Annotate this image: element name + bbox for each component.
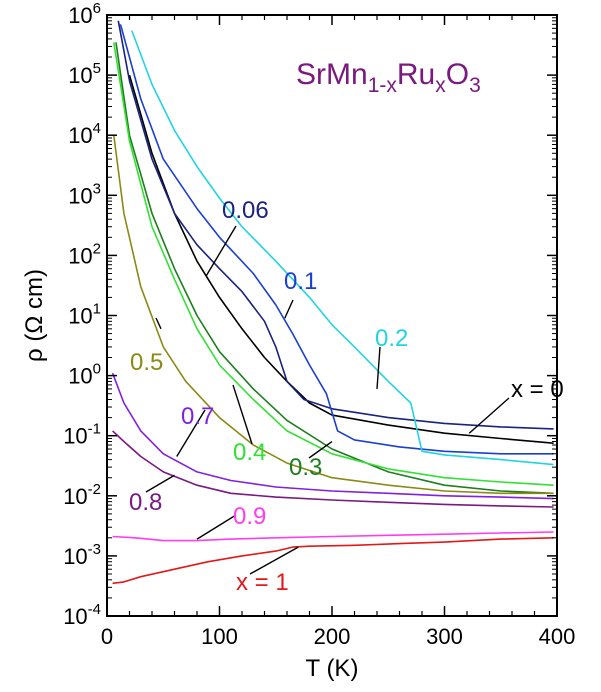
annotation-label-1: 0.1: [284, 268, 317, 295]
annotation-label-3: x = 0: [511, 376, 564, 403]
y-tick-label: 103: [68, 180, 101, 208]
annotation-leader-6: [155, 317, 162, 330]
series-line-0: [128, 74, 554, 444]
annotation-label-7: 0.7: [181, 403, 214, 430]
annotation-label-10: x = 1: [236, 569, 289, 596]
annotation-leader-2: [376, 346, 381, 389]
annotation-leader-4: [308, 440, 333, 459]
annotation-leader-7: [176, 409, 206, 457]
annotation-leader-5: [232, 384, 253, 445]
annotation-leader-9: [196, 514, 237, 540]
y-tick-label: 105: [68, 60, 101, 88]
y-tick-label: 104: [68, 120, 101, 148]
annotation-label-9: 0.9: [233, 503, 266, 530]
series-line-3: [131, 30, 554, 466]
annotation-leader-3: [468, 397, 510, 434]
annotation-leader-0: [205, 225, 237, 277]
annotation-label-5: 0.4: [233, 439, 266, 466]
series-line-10: [112, 537, 554, 585]
annotation-layer: 0.06 0.1 0.2 x = 0 0.3 0.4 0.5 0.7 0.8 0.9 x = 1: [129, 197, 564, 596]
x-tick-label: 200: [314, 624, 351, 649]
annotation-label-4: 0.3: [289, 454, 322, 481]
annotation-label-8: 0.8: [129, 489, 162, 516]
x-tick-label: 400: [539, 624, 576, 649]
plot-frame: [106, 14, 558, 617]
series-layer: [111, 20, 554, 585]
y-tick-label: 10-3: [63, 541, 101, 569]
x-tick-label: 300: [426, 624, 463, 649]
annotation-leader-1: [284, 299, 294, 319]
series-line-7: [111, 372, 554, 500]
y-tick-label: 10-4: [63, 601, 101, 629]
annotation-label-6: 0.5: [130, 349, 163, 376]
y-tick-label: 100: [68, 361, 101, 389]
annotation-leader-8: [145, 474, 175, 493]
series-line-8: [112, 430, 554, 508]
y-tick-label: 10-2: [63, 481, 101, 509]
compound-label: SrMn1-xRuxO3: [296, 58, 481, 97]
annotation-label-0: 0.06: [222, 197, 269, 224]
annotation-label-2: 0.2: [375, 325, 408, 352]
x-axis-label: T (K): [306, 655, 359, 682]
series-line-4: [115, 42, 554, 495]
y-tick-label: 10-1: [63, 421, 101, 449]
y-tick-label: 106: [68, 0, 101, 28]
series-line-1: [117, 20, 554, 430]
axis-layer: 0 100 200 300 400 10-4 10-3 10-2 10-1 100 101 102 10…: [63, 0, 575, 649]
series-line-9: [112, 531, 554, 542]
y-axis-label: ρ (Ω cm): [21, 269, 48, 362]
y-tick-label: 102: [68, 240, 101, 268]
y-tick-label: 101: [68, 301, 101, 329]
annotation-leader-10: [249, 546, 299, 575]
x-tick-label: 0: [101, 624, 113, 649]
x-tick-label: 100: [201, 624, 238, 649]
series-line-6: [113, 135, 554, 495]
series-line-5: [113, 42, 554, 486]
